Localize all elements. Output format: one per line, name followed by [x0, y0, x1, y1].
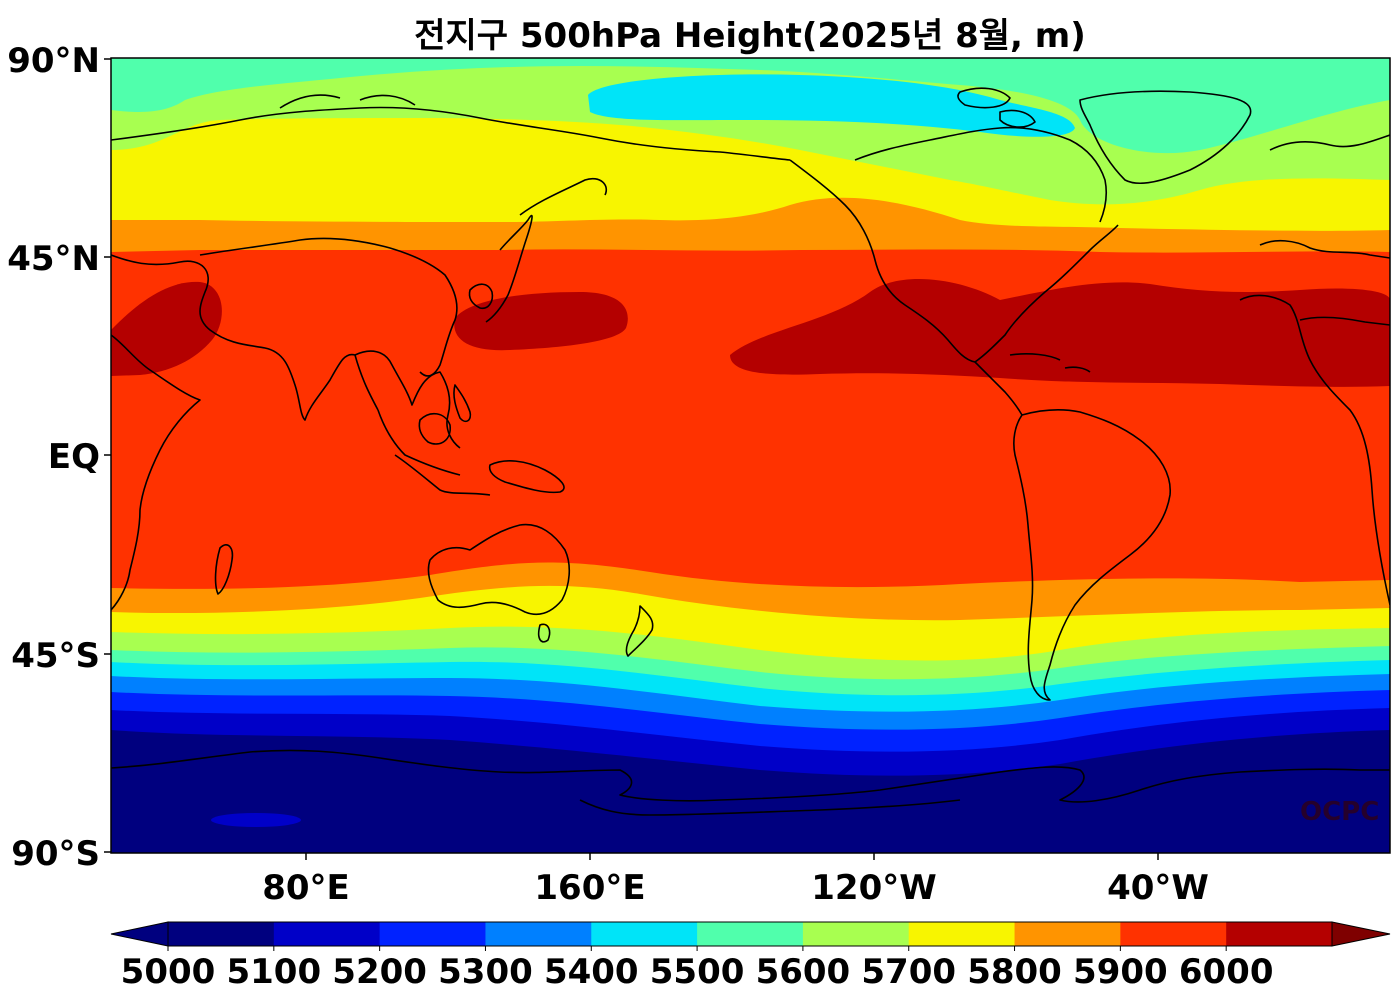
colorbar-tick-label: 5600	[755, 952, 851, 992]
colorbar-swatch	[1226, 922, 1333, 946]
colorbar-swatch	[591, 922, 698, 946]
colorbar-over-arrow	[1331, 921, 1391, 947]
colorbar-tick-label: 5100	[226, 952, 322, 992]
colorbar-tick-label: 5200	[332, 952, 427, 992]
lon-label-80e: 80°E	[262, 868, 350, 908]
colorbar-swatch	[168, 922, 275, 946]
colorbar-tick-label: 5300	[438, 952, 533, 992]
colorbar-tick-label: 6000	[1178, 952, 1274, 992]
colorbar-swatch	[1014, 922, 1121, 946]
lat-label-eq: EQ	[47, 437, 100, 477]
band-5100-south-lobe	[211, 813, 301, 827]
colorbar-swatch	[802, 922, 910, 946]
high-5900-asia-west	[111, 281, 222, 376]
lon-label-160e: 160°E	[534, 868, 646, 908]
band-5000-south	[111, 730, 1390, 853]
band-5500-north	[111, 58, 1390, 154]
contour-fill-layer	[111, 58, 1390, 853]
colorbar-under-arrow	[110, 921, 169, 947]
colorbar-swatch	[273, 922, 381, 946]
lat-ticks	[104, 58, 111, 853]
colorbar-swatch	[697, 922, 804, 946]
colorbar-swatch	[908, 922, 1016, 946]
lat-label-90n: 90°N	[7, 41, 100, 81]
lon-label-120w: 120°W	[811, 868, 937, 908]
colorbar-tick-label: 5000	[120, 952, 216, 992]
lon-label-40w: 40°W	[1107, 868, 1209, 908]
colorbar-tick-label: 5800	[967, 952, 1062, 992]
high-5900-pacific-west	[454, 292, 628, 351]
lat-label-90s: 90°S	[11, 834, 100, 874]
colorbar-tick-label: 5500	[649, 952, 745, 992]
lat-label-45n: 45°N	[7, 239, 100, 279]
lon-ticks	[305, 853, 1159, 860]
band-5400-north-lobe	[588, 74, 1075, 137]
colorbar-frame	[167, 921, 1333, 947]
colorbar-tick-label: 5700	[861, 952, 957, 992]
colorbar-swatch	[1120, 922, 1227, 946]
colorbar-swatch	[485, 922, 592, 946]
colorbar-tick-label: 5900	[1073, 952, 1168, 992]
colorbar-tick-label: 5400	[543, 952, 639, 992]
coastlines	[111, 87, 1390, 816]
ocpc-watermark: OCPC	[1300, 797, 1380, 827]
lat-label-45s: 45°S	[11, 636, 100, 676]
map-title: 전지구 500hPa Height(2025년 8월, m)	[414, 16, 1086, 56]
colorbar-swatch	[379, 922, 486, 946]
high-5900-atlantic	[730, 278, 1390, 387]
colorbar	[110, 921, 1391, 951]
